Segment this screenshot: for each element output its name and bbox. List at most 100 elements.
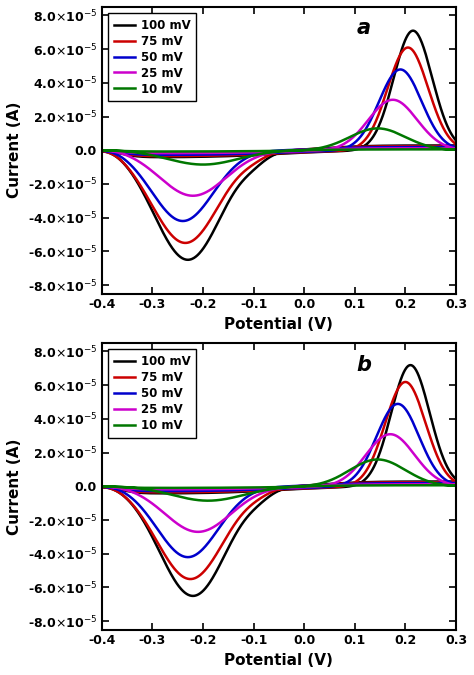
- 75 mV: [445, 131, 450, 139]
- 50 mV: [226, 168, 232, 176]
- 75 mV: [402, 378, 408, 386]
- 75 mV: [144, 152, 149, 160]
- 10 mV: [99, 483, 105, 491]
- 50 mV: [319, 147, 324, 155]
- 50 mV: [112, 485, 118, 493]
- 100 mV: [190, 592, 196, 600]
- 25 mV: [190, 192, 196, 200]
- Line: 100 mV: 100 mV: [102, 365, 456, 596]
- 50 mV: [445, 139, 450, 147]
- 25 mV: [99, 483, 105, 491]
- 10 mV: [226, 157, 232, 165]
- Line: 75 mV: 75 mV: [102, 382, 456, 579]
- 50 mV: [144, 151, 149, 159]
- 100 mV: [319, 484, 324, 492]
- 25 mV: [99, 146, 105, 155]
- 25 mV: [99, 146, 105, 155]
- 10 mV: [374, 456, 380, 464]
- 10 mV: [445, 145, 450, 153]
- 100 mV: [410, 26, 416, 34]
- 75 mV: [319, 484, 324, 492]
- 100 mV: [99, 483, 105, 491]
- 100 mV: [144, 489, 149, 497]
- 50 mV: [445, 477, 450, 485]
- 75 mV: [319, 148, 324, 156]
- 25 mV: [112, 148, 118, 156]
- 25 mV: [420, 144, 426, 153]
- 50 mV: [99, 483, 105, 491]
- 75 mV: [420, 142, 426, 151]
- 100 mV: [144, 153, 149, 161]
- Line: 25 mV: 25 mV: [102, 100, 456, 196]
- 50 mV: [144, 487, 149, 495]
- 50 mV: [185, 553, 191, 561]
- 25 mV: [319, 146, 324, 155]
- Text: a: a: [357, 18, 371, 38]
- 100 mV: [99, 483, 105, 491]
- Line: 100 mV: 100 mV: [102, 30, 456, 260]
- 100 mV: [445, 464, 450, 472]
- 100 mV: [99, 146, 105, 155]
- 25 mV: [144, 149, 149, 157]
- 10 mV: [99, 483, 105, 491]
- 75 mV: [182, 239, 188, 247]
- 10 mV: [420, 481, 426, 489]
- X-axis label: Potential (V): Potential (V): [225, 317, 333, 332]
- Text: b: b: [357, 354, 372, 375]
- 10 mV: [374, 124, 380, 132]
- 25 mV: [112, 483, 118, 491]
- Legend: 100 mV, 75 mV, 50 mV, 25 mV, 10 mV: 100 mV, 75 mV, 50 mV, 25 mV, 10 mV: [108, 349, 196, 437]
- 25 mV: [420, 480, 426, 488]
- 25 mV: [226, 512, 232, 520]
- 75 mV: [99, 146, 105, 155]
- 75 mV: [144, 488, 149, 496]
- Y-axis label: Current (A): Current (A): [7, 102, 22, 198]
- 100 mV: [445, 122, 450, 130]
- 100 mV: [226, 197, 232, 205]
- 25 mV: [195, 528, 201, 536]
- 25 mV: [144, 485, 149, 493]
- 75 mV: [112, 152, 118, 160]
- 50 mV: [99, 146, 105, 155]
- Line: 10 mV: 10 mV: [102, 128, 456, 165]
- 75 mV: [99, 483, 105, 491]
- 10 mV: [205, 497, 211, 505]
- 100 mV: [185, 256, 191, 264]
- 75 mV: [226, 529, 232, 537]
- 100 mV: [112, 486, 118, 494]
- Line: 25 mV: 25 mV: [102, 434, 456, 532]
- 50 mV: [180, 217, 186, 225]
- 75 mV: [420, 478, 426, 486]
- 50 mV: [395, 400, 401, 408]
- 10 mV: [112, 146, 118, 155]
- 50 mV: [99, 146, 105, 155]
- 10 mV: [99, 146, 105, 155]
- 75 mV: [99, 147, 105, 155]
- 50 mV: [226, 510, 232, 518]
- 10 mV: [420, 145, 426, 153]
- 100 mV: [420, 477, 426, 485]
- 25 mV: [319, 482, 324, 490]
- 75 mV: [226, 185, 232, 193]
- 75 mV: [445, 470, 450, 479]
- X-axis label: Potential (V): Potential (V): [225, 653, 333, 668]
- 75 mV: [112, 486, 118, 494]
- 50 mV: [420, 143, 426, 151]
- Legend: 100 mV, 75 mV, 50 mV, 25 mV, 10 mV: 100 mV, 75 mV, 50 mV, 25 mV, 10 mV: [108, 13, 196, 101]
- 10 mV: [112, 483, 118, 491]
- 10 mV: [226, 494, 232, 502]
- 100 mV: [420, 142, 426, 150]
- 25 mV: [445, 142, 450, 151]
- 10 mV: [200, 161, 206, 169]
- 10 mV: [445, 481, 450, 489]
- 75 mV: [99, 483, 105, 491]
- 50 mV: [397, 65, 403, 74]
- 10 mV: [144, 484, 149, 492]
- Line: 75 mV: 75 mV: [102, 47, 456, 243]
- Line: 10 mV: 10 mV: [102, 460, 456, 501]
- 10 mV: [319, 144, 324, 152]
- 25 mV: [99, 483, 105, 491]
- 50 mV: [319, 483, 324, 491]
- 25 mV: [445, 479, 450, 487]
- Line: 50 mV: 50 mV: [102, 404, 456, 557]
